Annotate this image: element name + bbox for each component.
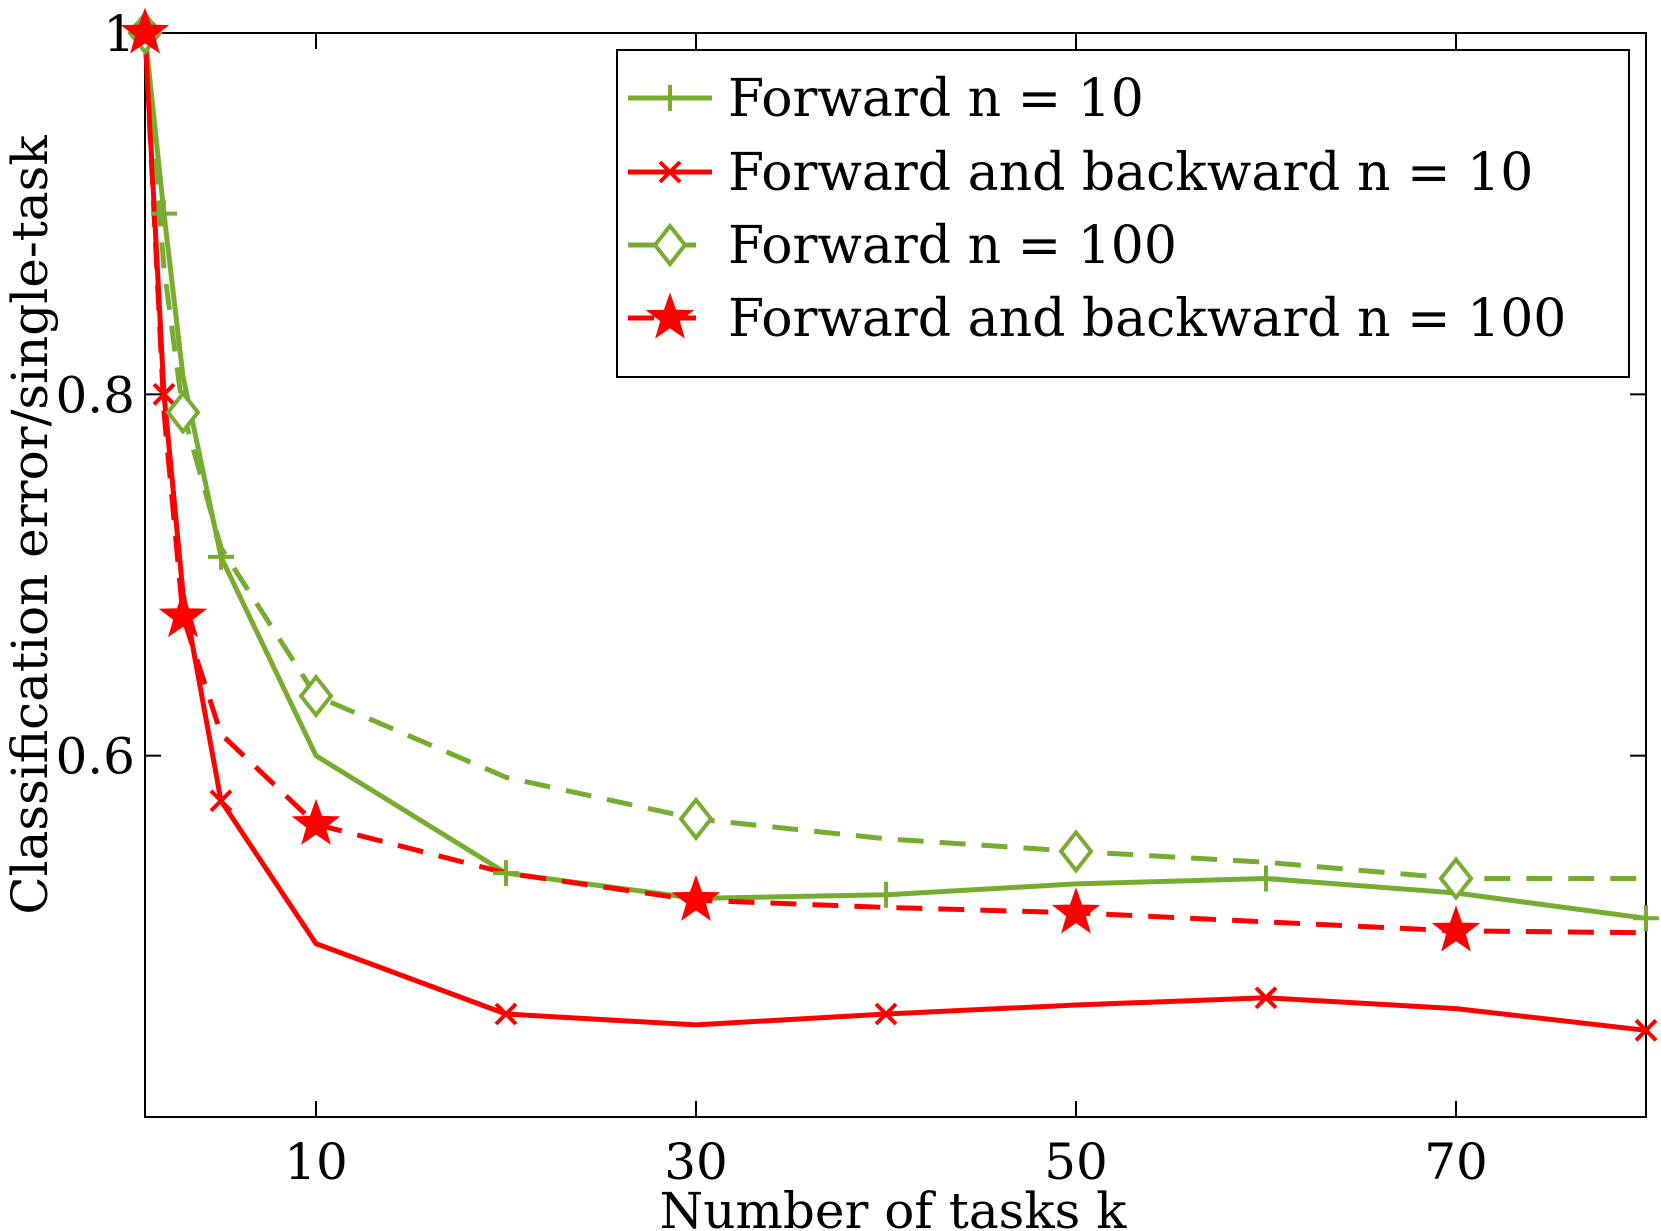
marker-forward-and-backward-n-10-6 (1634, 1018, 1658, 1042)
x-axis-label: Number of tasks k (660, 1182, 1128, 1231)
marker-forward-and-backward-n-10-4 (874, 1002, 898, 1026)
legend-marker-forward-and-backward-n-100 (645, 292, 695, 339)
marker-forward-and-backward-n-10-1 (152, 382, 176, 406)
marker-forward-and-backward-n-100-1 (158, 591, 208, 638)
x-tick-label-30: 30 (664, 1133, 728, 1191)
legend-box (616, 49, 1630, 378)
series-line-forward-and-backward-n-100 (142, 32, 1647, 936)
marker-forward-and-backward-n-10-2 (209, 789, 233, 813)
legend-marker-forward-n-10 (657, 85, 683, 111)
marker-forward-n-10-2 (208, 543, 234, 570)
marker-forward-n-100-4 (1058, 829, 1094, 874)
y-tick-label-0.8: 0.8 (55, 366, 135, 424)
series-line-forward-n-10 (142, 32, 1647, 921)
marker-forward-n-10-4 (873, 881, 899, 908)
marker-forward-and-backward-n-100-2 (291, 798, 341, 845)
legend-label-forward-and-backward-n-10: Forward and backward n = 10 (728, 143, 1533, 203)
marker-forward-n-10-6 (1633, 905, 1659, 932)
x-tick-label-70: 70 (1424, 1133, 1488, 1191)
y-tick-label-0.6: 0.6 (55, 728, 135, 786)
series-line-forward-n-100 (142, 32, 1646, 881)
legend-marker-forward-n-100 (652, 222, 688, 268)
marker-forward-n-10-3 (493, 860, 519, 887)
legend-label-forward-and-backward-n-100: Forward and backward n = 100 (728, 289, 1566, 349)
marker-forward-and-backward-n-100-4 (1051, 887, 1101, 934)
marker-forward-n-100-1 (165, 390, 201, 435)
series-lines (142, 32, 1647, 1033)
marker-forward-n-100-5 (1438, 856, 1474, 901)
marker-forward-and-backward-n-100-5 (1431, 905, 1481, 952)
y-axis-label: Classification error/single-task (1, 135, 59, 915)
marker-forward-n-100-3 (678, 796, 714, 842)
marker-forward-and-backward-n-100-3 (671, 874, 721, 921)
legend-label-forward-n-100: Forward n = 100 (728, 216, 1177, 276)
marker-forward-and-backward-n-10-5 (1254, 986, 1278, 1010)
legend-label-forward-n-10: Forward n = 10 (728, 69, 1144, 129)
marker-forward-and-backward-n-10-3 (494, 1002, 518, 1026)
marker-forward-and-backward-n-100-0 (120, 7, 170, 54)
marker-forward-n-10-1 (151, 200, 177, 227)
x-tick-label-10: 10 (284, 1133, 348, 1191)
series-markers (120, 7, 1659, 1042)
marker-forward-n-100-2 (298, 673, 334, 719)
x-tick-label-50: 50 (1044, 1133, 1108, 1191)
legend-marker-forward-and-backward-n-10 (658, 160, 682, 184)
legend: Forward n = 10 Forward and backward n = 1… (616, 49, 1630, 378)
marker-forward-n-10-5 (1253, 865, 1279, 892)
